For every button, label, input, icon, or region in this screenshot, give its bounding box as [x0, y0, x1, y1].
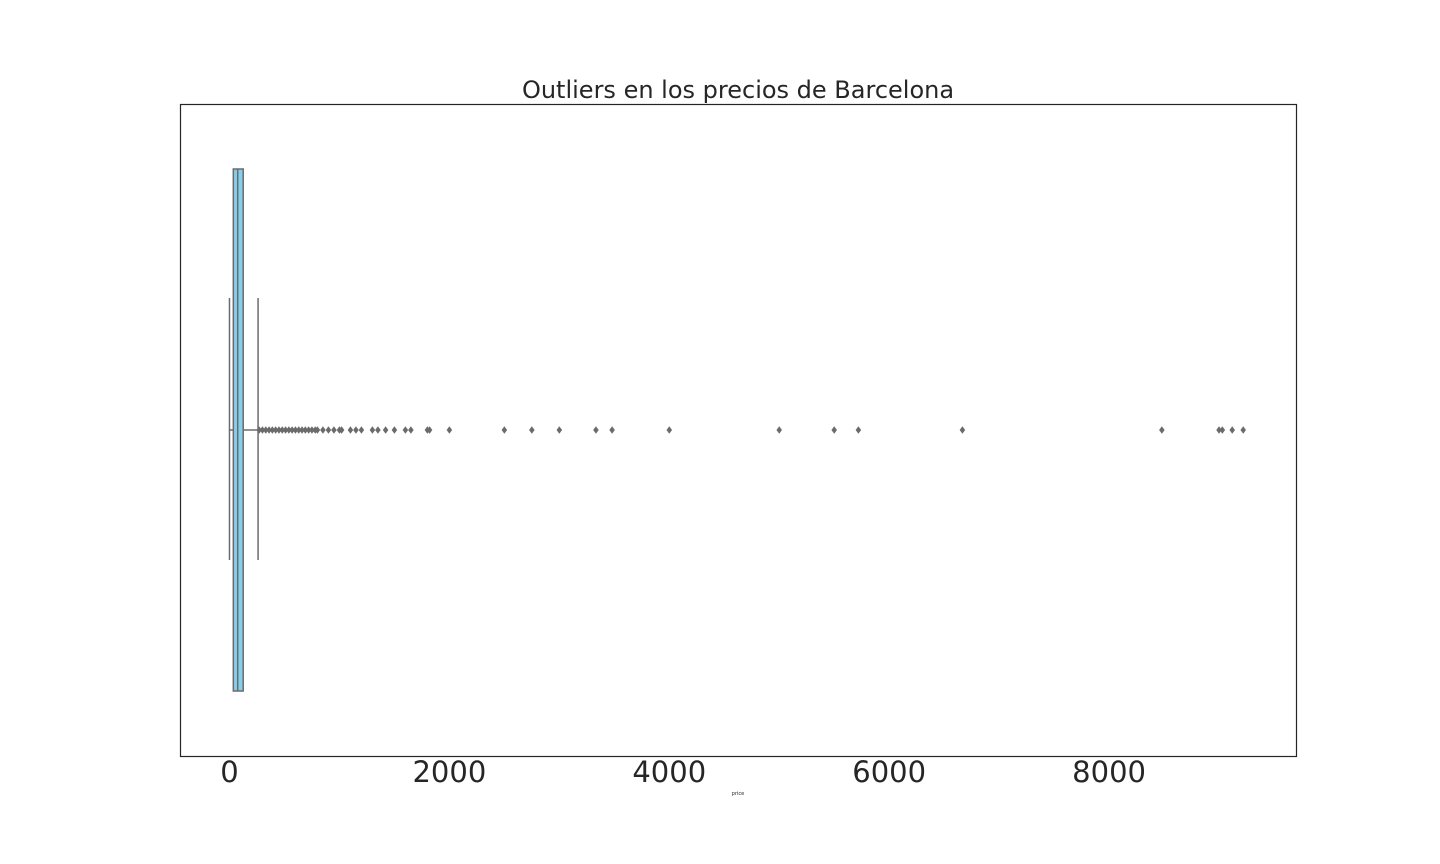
outlier-point — [831, 426, 837, 434]
outlier-point — [529, 426, 535, 434]
outlier-point — [426, 426, 433, 434]
x-tick-label: 8000 — [1072, 755, 1146, 789]
outlier-point — [358, 426, 365, 434]
plot-area — [228, 168, 1246, 692]
outlier-point — [501, 426, 508, 434]
outlier-point — [855, 426, 862, 434]
outlier-point — [382, 426, 389, 434]
outlier-point — [331, 426, 337, 434]
outlier-point — [338, 426, 345, 434]
outlier-point — [353, 426, 359, 434]
outlier-point — [375, 426, 381, 434]
outlier-point — [1219, 426, 1226, 434]
x-tick-label: 2000 — [412, 755, 486, 789]
outlier-point — [1159, 426, 1165, 434]
x-axis-label: price — [732, 791, 744, 797]
outlier-point — [609, 426, 615, 434]
outlier-point — [776, 426, 783, 434]
x-tick-label: 4000 — [632, 755, 706, 789]
outlier-point — [1229, 426, 1236, 434]
outlier-point — [314, 426, 321, 434]
x-tick-label: 0 — [220, 755, 238, 789]
outlier-point — [408, 426, 414, 434]
x-tick-label: 6000 — [852, 755, 926, 789]
outlier-point — [325, 426, 332, 434]
outlier-point — [959, 426, 966, 434]
chart-title: Outliers en los precios de Barcelona — [522, 76, 954, 104]
outlier-point — [391, 426, 398, 434]
outlier-point — [369, 426, 376, 434]
outlier-point — [320, 426, 326, 434]
outlier-point — [347, 426, 354, 434]
outlier-point — [556, 426, 563, 434]
axes-frame — [179, 103, 1298, 758]
outlier-point — [446, 426, 453, 434]
outlier-point — [1240, 426, 1246, 434]
x-axis-ticks: 0 2000 4000 6000 8000 — [220, 755, 1146, 789]
outlier-point — [593, 426, 599, 434]
outlier-point — [402, 426, 409, 434]
outlier-point — [666, 426, 673, 434]
